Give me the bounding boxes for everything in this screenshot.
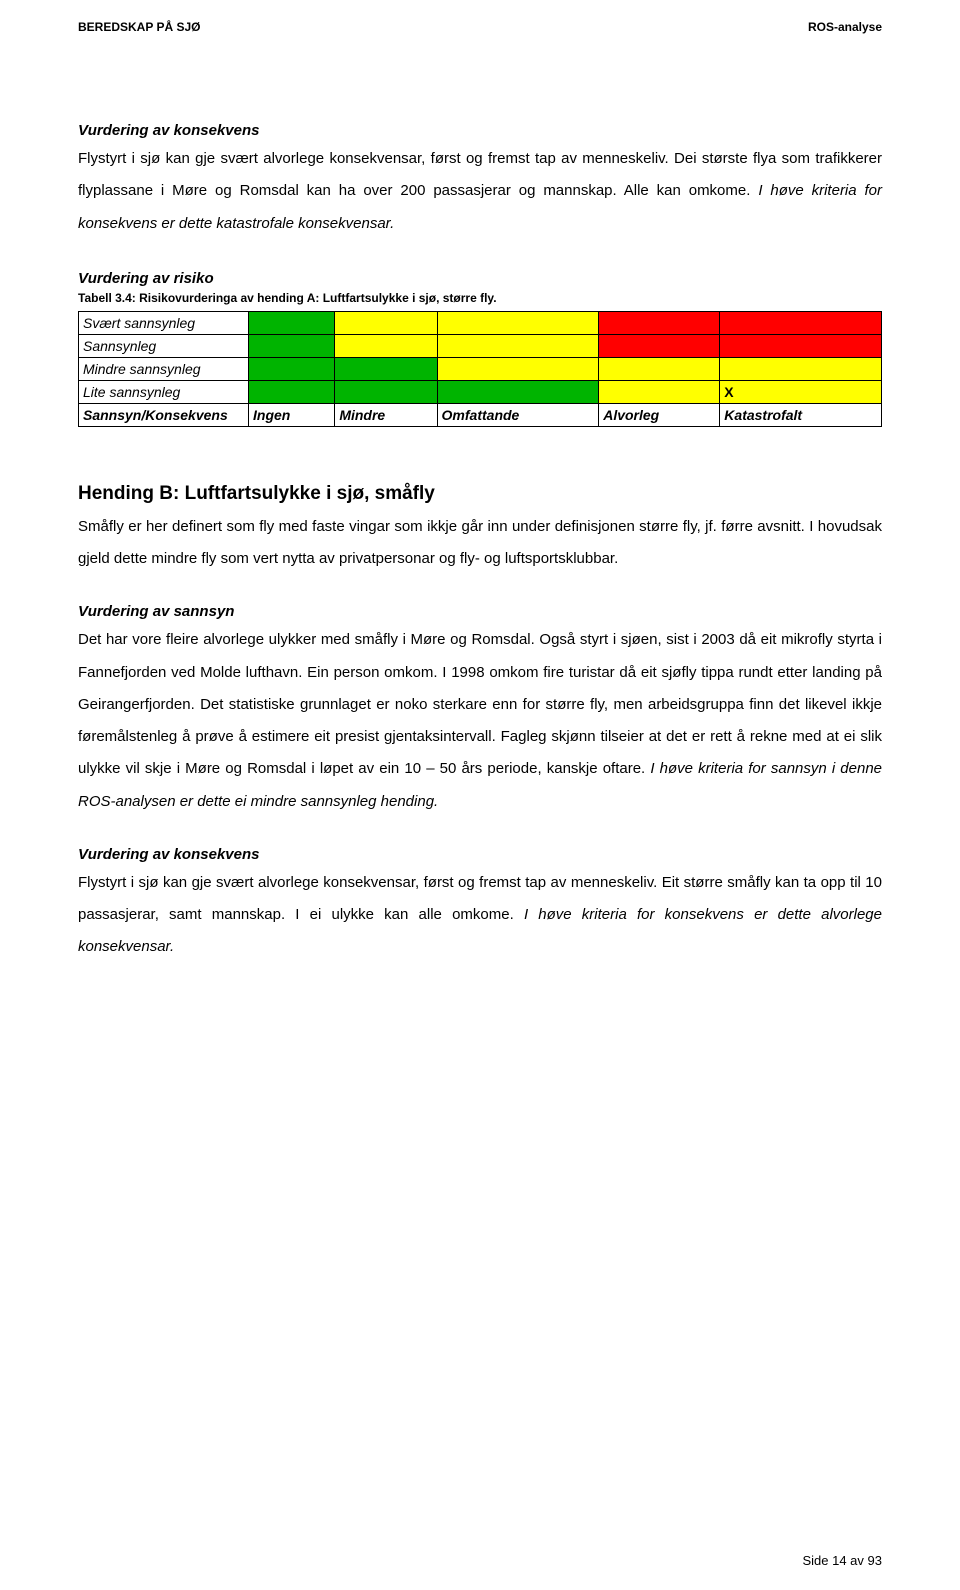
- risk-cell: [599, 357, 720, 380]
- section1-title: Vurdering av konsekvens: [78, 122, 882, 139]
- risk-cell: [249, 311, 335, 334]
- column-header: Ingen: [249, 403, 335, 426]
- risk-cell: X: [720, 380, 882, 403]
- risk-cell: [249, 380, 335, 403]
- row-label: Svært sannsynleg: [79, 311, 249, 334]
- column-header: Alvorleg: [599, 403, 720, 426]
- column-header: Mindre: [335, 403, 437, 426]
- page-footer: Side 14 av 93: [802, 1553, 882, 1568]
- table-row: Sannsynleg: [79, 334, 882, 357]
- risk-cell: [599, 380, 720, 403]
- risk-cell: [437, 357, 599, 380]
- section4-para: Flystyrt i sjø kan gje svært alvorlege k…: [78, 867, 882, 964]
- risk-cell: [437, 380, 599, 403]
- risk-cell: [720, 311, 882, 334]
- row-label: Lite sannsynleg: [79, 380, 249, 403]
- risk-cell: [437, 311, 599, 334]
- hending-b-title: Hending B: Luftfartsulykke i sjø, småfly: [78, 483, 882, 505]
- section2-title: Vurdering av risiko: [78, 270, 882, 287]
- table-row: Lite sannsynleg X: [79, 380, 882, 403]
- risk-cell: [437, 334, 599, 357]
- header-left: BEREDSKAP PÅ SJØ: [78, 20, 200, 34]
- risk-matrix-table: Svært sannsynlegSannsynlegMindre sannsyn…: [78, 311, 882, 427]
- risk-cell: [599, 311, 720, 334]
- risk-cell: [249, 334, 335, 357]
- risk-cell: [335, 311, 437, 334]
- row-label: Mindre sannsynleg: [79, 357, 249, 380]
- table-header-row: Sannsyn/KonsekvensIngenMindreOmfattandeA…: [79, 403, 882, 426]
- hending-b-para: Småfly er her definert som fly med faste…: [78, 511, 882, 576]
- table-row: Svært sannsynleg: [79, 311, 882, 334]
- column-header: Omfattande: [437, 403, 599, 426]
- table-caption: Tabell 3.4: Risikovurderinga av hending …: [78, 291, 882, 305]
- risk-cell: [335, 357, 437, 380]
- risk-cell: [249, 357, 335, 380]
- risk-cell: [720, 357, 882, 380]
- risk-cell: [335, 334, 437, 357]
- risk-cell: [720, 334, 882, 357]
- section1-para: Flystyrt i sjø kan gje svært alvorlege k…: [78, 143, 882, 240]
- section3-para: Det har vore fleire alvorlege ulykker me…: [78, 624, 882, 818]
- column-header: Sannsyn/Konsekvens: [79, 403, 249, 426]
- risk-cell: [335, 380, 437, 403]
- section4-title: Vurdering av konsekvens: [78, 846, 882, 863]
- column-header: Katastrofalt: [720, 403, 882, 426]
- row-label: Sannsynleg: [79, 334, 249, 357]
- table-row: Mindre sannsynleg: [79, 357, 882, 380]
- header-right: ROS-analyse: [808, 20, 882, 34]
- section3-text-plain: Det har vore fleire alvorlege ulykker me…: [78, 631, 882, 777]
- page-header: BEREDSKAP PÅ SJØ ROS-analyse: [78, 20, 882, 34]
- section3-title: Vurdering av sannsyn: [78, 603, 882, 620]
- risk-cell: [599, 334, 720, 357]
